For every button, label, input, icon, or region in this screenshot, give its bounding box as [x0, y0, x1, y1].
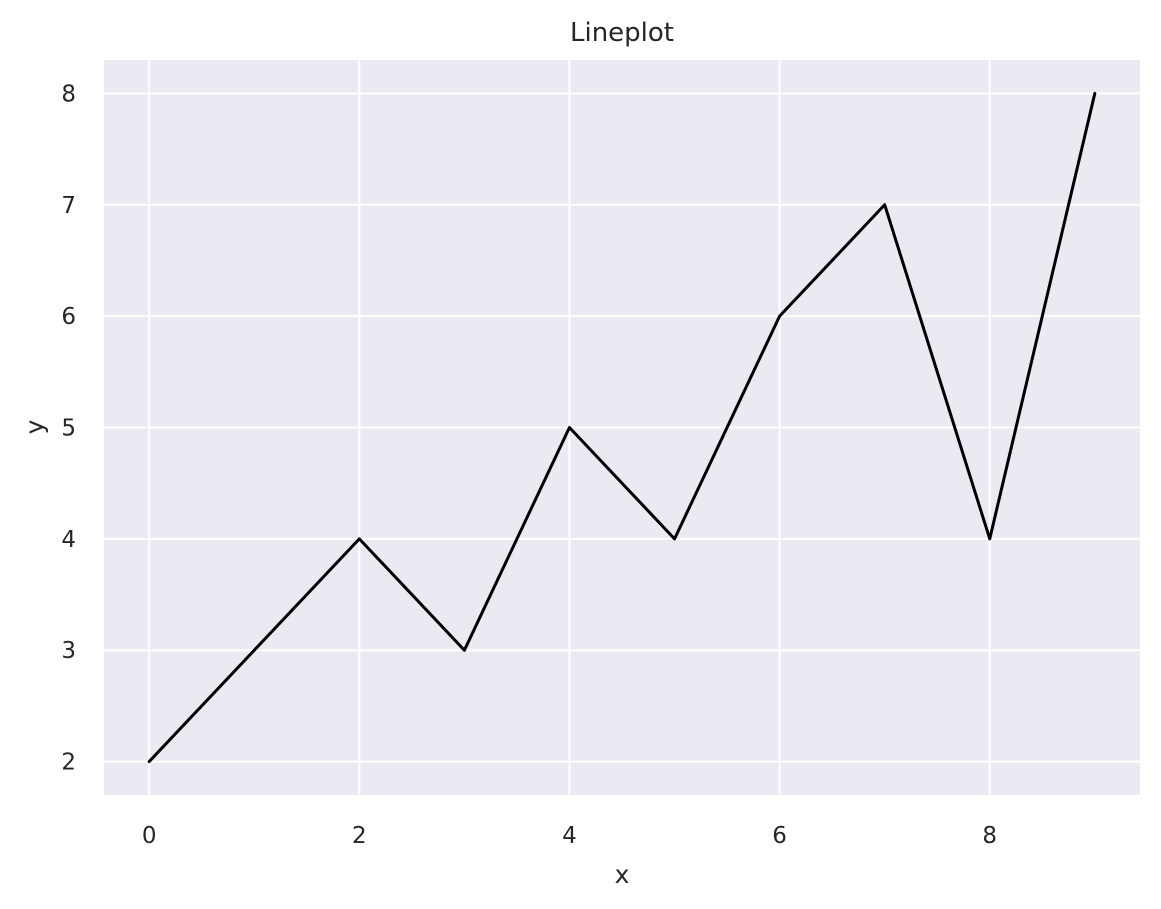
x-tick-label: 0 — [142, 823, 157, 849]
y-tick-label: 3 — [61, 638, 76, 664]
x-tick-label: 4 — [562, 823, 577, 849]
y-tick-label: 2 — [61, 750, 76, 776]
y-tick-labels: 2 3 4 5 6 7 8 — [61, 81, 76, 775]
chart-title: Lineplot — [570, 18, 674, 48]
x-axis-label: x — [615, 860, 630, 889]
x-tick-label: 8 — [982, 823, 997, 849]
y-tick-label: 6 — [61, 304, 76, 330]
x-tick-labels: 0 2 4 6 8 — [142, 823, 997, 849]
series-line-1 — [147, 91, 1097, 764]
y-tick-label: 7 — [61, 193, 76, 219]
y-axis-label: y — [20, 419, 49, 434]
x-tick-label: 6 — [772, 823, 787, 849]
y-tick-label: 5 — [61, 416, 76, 442]
x-tick-label: 2 — [352, 823, 367, 849]
y-tick-label: 8 — [61, 81, 76, 107]
y-tick-label: 4 — [61, 527, 76, 553]
series-group — [147, 91, 1097, 764]
